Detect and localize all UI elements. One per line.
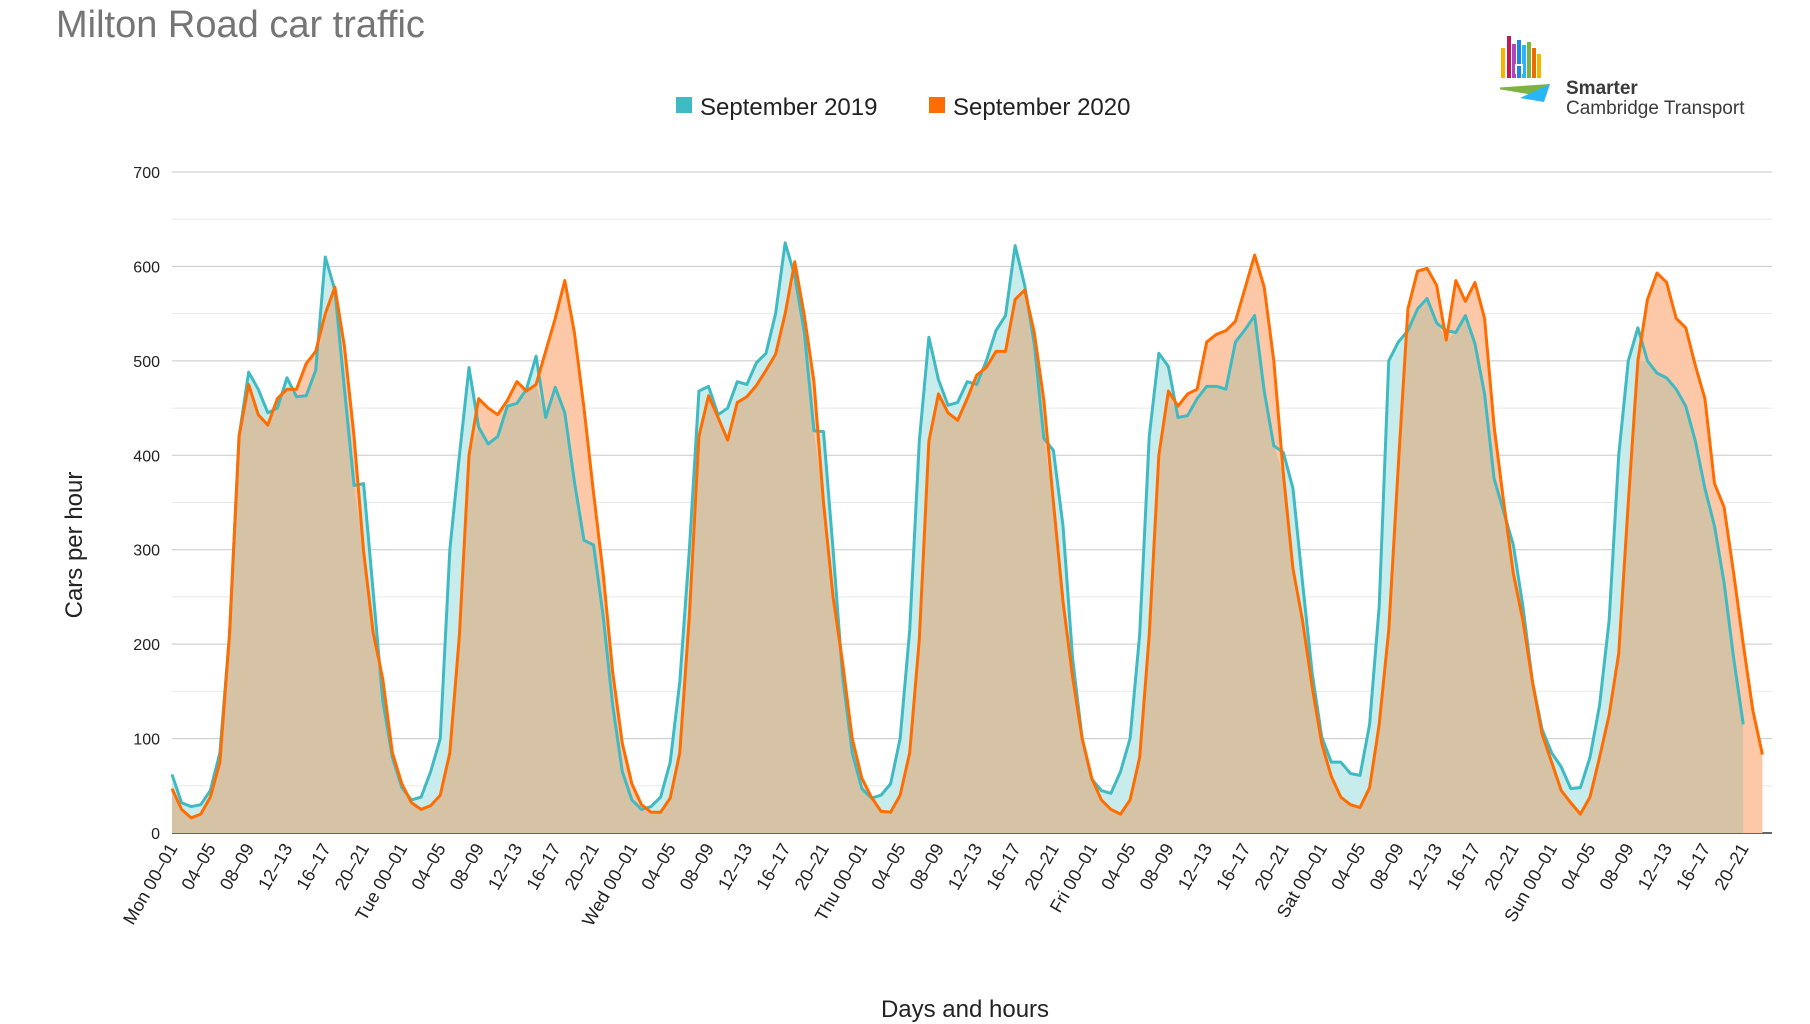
x-tick-label: 04–05 [1327,840,1369,893]
x-tick-label: 16–17 [292,840,334,893]
x-tick-label: 20–21 [1710,840,1752,893]
x-tick-label: 12–13 [1404,840,1446,893]
x-tick-label: 08–09 [1595,840,1637,893]
x-tick-label: 08–09 [906,840,948,893]
x-tick-label: 04–05 [637,840,679,893]
area-overlap [172,275,1744,833]
smarter-cambridge-logo [1500,36,1550,102]
y-tick-label: 0 [151,826,160,843]
x-tick-label: 04–05 [1557,840,1599,893]
x-tick-label: 16–17 [1212,840,1254,893]
x-tick-label: 12–13 [1174,840,1216,893]
y-axis-label: Cars per hour [61,472,88,619]
x-tick-label: 12–13 [714,840,756,893]
logo-text-line1: Smarter [1566,78,1638,99]
legend-label-2020: September 2020 [953,94,1130,121]
x-tick-label: Mon 00–01 [119,840,181,928]
legend-swatch-2020 [929,97,945,113]
x-tick-label: 16–17 [1442,840,1484,893]
logo-text-line2: Cambridge Transport [1566,98,1745,119]
line-september-2020 [170,253,1764,820]
y-tick-label: 100 [133,732,160,749]
x-tick-label: 20–21 [1021,840,1063,893]
x-tick-label: 08–09 [446,840,488,893]
series-lines [170,241,1764,820]
x-tick-label: 20–21 [1480,840,1522,893]
x-tick-label: 12–13 [944,840,986,893]
legend: September 2019 September 2020 [676,94,1130,121]
x-tick-label: 04–05 [867,840,909,893]
x-tick-label: 04–05 [1097,840,1139,893]
x-tick-label: 20–21 [791,840,833,893]
y-tick-label: 200 [133,637,160,654]
x-tick-label: 16–17 [752,840,794,893]
x-tick-label: 12–13 [484,840,526,893]
x-tick-label: 04–05 [407,840,449,893]
x-tick-label: 16–17 [1672,840,1714,893]
x-tick-label: 20–21 [331,840,373,893]
x-tick-label: 16–17 [982,840,1024,893]
x-axis-label: Days and hours [881,996,1049,1023]
area-fills [172,242,1763,834]
x-tick-label: 16–17 [522,840,564,893]
x-tick-label: 20–21 [561,840,603,893]
legend-label-2019: September 2019 [700,94,877,121]
y-tick-label: 500 [133,354,160,371]
x-tick-label: 08–09 [1365,840,1407,893]
logo-bars-icon [1500,36,1550,102]
line-september-2019 [170,241,1745,811]
y-tick-label: 400 [133,448,160,465]
y-tick-label: 600 [133,259,160,276]
x-tick-label: 12–13 [254,840,296,893]
legend-swatch-2019 [676,97,692,113]
chart-title: Milton Road car traffic [56,4,425,46]
y-tick-label: 300 [133,543,160,560]
y-tick-label: 700 [133,165,160,182]
y-tick-labels: 0 100 200 300 400 500 600 700 [133,165,160,843]
x-tick-label: 08–09 [676,840,718,893]
x-tick-label: 08–09 [1136,840,1178,893]
x-tick-label: 20–21 [1250,840,1292,893]
x-tick-label: 08–09 [216,840,258,893]
x-tick-label: 04–05 [177,840,219,893]
x-tick-label: 12–13 [1634,840,1676,893]
